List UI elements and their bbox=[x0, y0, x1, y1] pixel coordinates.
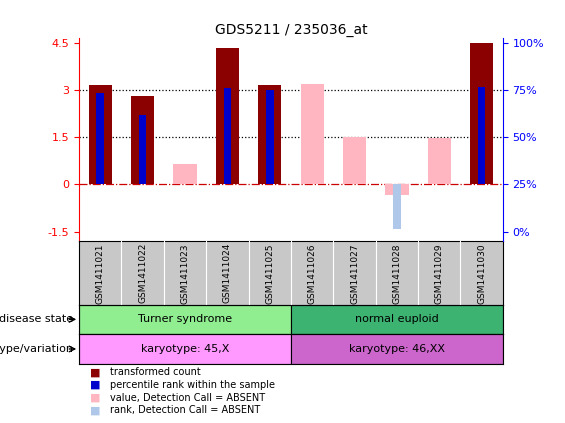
Text: GSM1411025: GSM1411025 bbox=[266, 243, 274, 304]
Bar bbox=[343, 137, 366, 184]
Bar bbox=[224, 88, 231, 184]
Text: genotype/variation: genotype/variation bbox=[0, 344, 73, 354]
Text: rank, Detection Call = ABSENT: rank, Detection Call = ABSENT bbox=[110, 405, 260, 415]
Bar bbox=[291, 305, 503, 334]
Bar bbox=[258, 85, 281, 184]
Text: GSM1411022: GSM1411022 bbox=[138, 243, 147, 303]
Text: GSM1411029: GSM1411029 bbox=[435, 243, 444, 304]
Text: karyotype: 46,XX: karyotype: 46,XX bbox=[349, 344, 445, 354]
Bar bbox=[131, 96, 154, 184]
Text: GSM1411027: GSM1411027 bbox=[350, 243, 359, 304]
Bar bbox=[173, 164, 197, 184]
Text: GSM1411028: GSM1411028 bbox=[393, 243, 401, 304]
Bar bbox=[266, 90, 273, 184]
Bar bbox=[216, 47, 239, 184]
Text: GSM1411026: GSM1411026 bbox=[308, 243, 316, 304]
Text: Turner syndrome: Turner syndrome bbox=[138, 314, 232, 324]
Bar bbox=[470, 43, 493, 184]
Text: ■: ■ bbox=[90, 367, 101, 377]
Text: GSM1411030: GSM1411030 bbox=[477, 243, 486, 304]
Text: normal euploid: normal euploid bbox=[355, 314, 439, 324]
Title: GDS5211 / 235036_at: GDS5211 / 235036_at bbox=[215, 23, 367, 37]
Text: karyotype: 45,X: karyotype: 45,X bbox=[141, 344, 229, 354]
Text: ■: ■ bbox=[90, 393, 101, 403]
Text: GSM1411024: GSM1411024 bbox=[223, 243, 232, 303]
Text: transformed count: transformed count bbox=[110, 367, 201, 377]
Text: GSM1411023: GSM1411023 bbox=[181, 243, 189, 304]
Text: ■: ■ bbox=[90, 405, 101, 415]
Text: disease state: disease state bbox=[0, 314, 73, 324]
Bar bbox=[291, 334, 503, 364]
Bar bbox=[301, 84, 324, 184]
Text: value, Detection Call = ABSENT: value, Detection Call = ABSENT bbox=[110, 393, 266, 403]
Text: GSM1411021: GSM1411021 bbox=[96, 243, 105, 304]
Bar bbox=[428, 138, 451, 184]
Bar bbox=[393, 184, 401, 229]
Bar bbox=[97, 93, 104, 184]
Bar bbox=[79, 334, 291, 364]
Bar bbox=[89, 85, 112, 184]
Text: ■: ■ bbox=[90, 380, 101, 390]
Bar bbox=[79, 305, 291, 334]
Bar bbox=[478, 88, 485, 184]
Text: percentile rank within the sample: percentile rank within the sample bbox=[110, 380, 275, 390]
Bar bbox=[385, 184, 408, 195]
Bar bbox=[139, 115, 146, 184]
